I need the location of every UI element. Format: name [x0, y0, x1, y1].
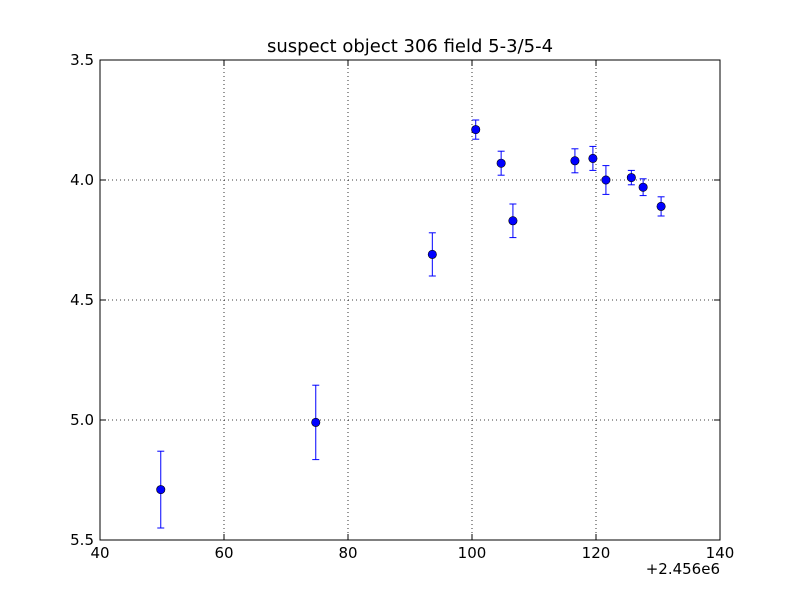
- x-tick-label: 100: [458, 544, 487, 562]
- y-tick-label: 3.5: [70, 51, 94, 69]
- data-point: [588, 153, 598, 163]
- y-tick-label: 4.5: [70, 291, 94, 309]
- data-point: [656, 201, 666, 211]
- x-offset-label: +2.456e6: [646, 560, 720, 578]
- grid: [100, 60, 720, 540]
- chart-title: suspect object 306 field 5-3/5-4: [267, 36, 553, 57]
- axis-ticks: 40 60 80 100 120 140 3.5 4.0 4.5 5.0 5.5: [70, 51, 734, 562]
- x-tick-label: 80: [338, 544, 357, 562]
- x-tick-label: 140: [706, 544, 735, 562]
- data-point: [570, 156, 580, 166]
- data-point: [508, 216, 518, 226]
- data-point: [471, 125, 481, 135]
- data-series: [156, 119, 666, 529]
- plot-frame: [99, 59, 721, 541]
- x-tick-label: 40: [90, 544, 109, 562]
- data-point: [626, 173, 636, 183]
- data-point: [601, 175, 611, 185]
- data-point: [156, 485, 166, 495]
- y-tick-label: 5.0: [70, 411, 94, 429]
- x-tick-label: 120: [582, 544, 611, 562]
- data-point: [496, 158, 506, 168]
- data-point: [638, 182, 648, 192]
- data-point: [311, 417, 321, 427]
- y-tick-label: 4.0: [70, 171, 94, 189]
- x-tick-label: 60: [214, 544, 233, 562]
- data-point: [427, 249, 437, 259]
- y-tick-label: 5.5: [70, 531, 94, 549]
